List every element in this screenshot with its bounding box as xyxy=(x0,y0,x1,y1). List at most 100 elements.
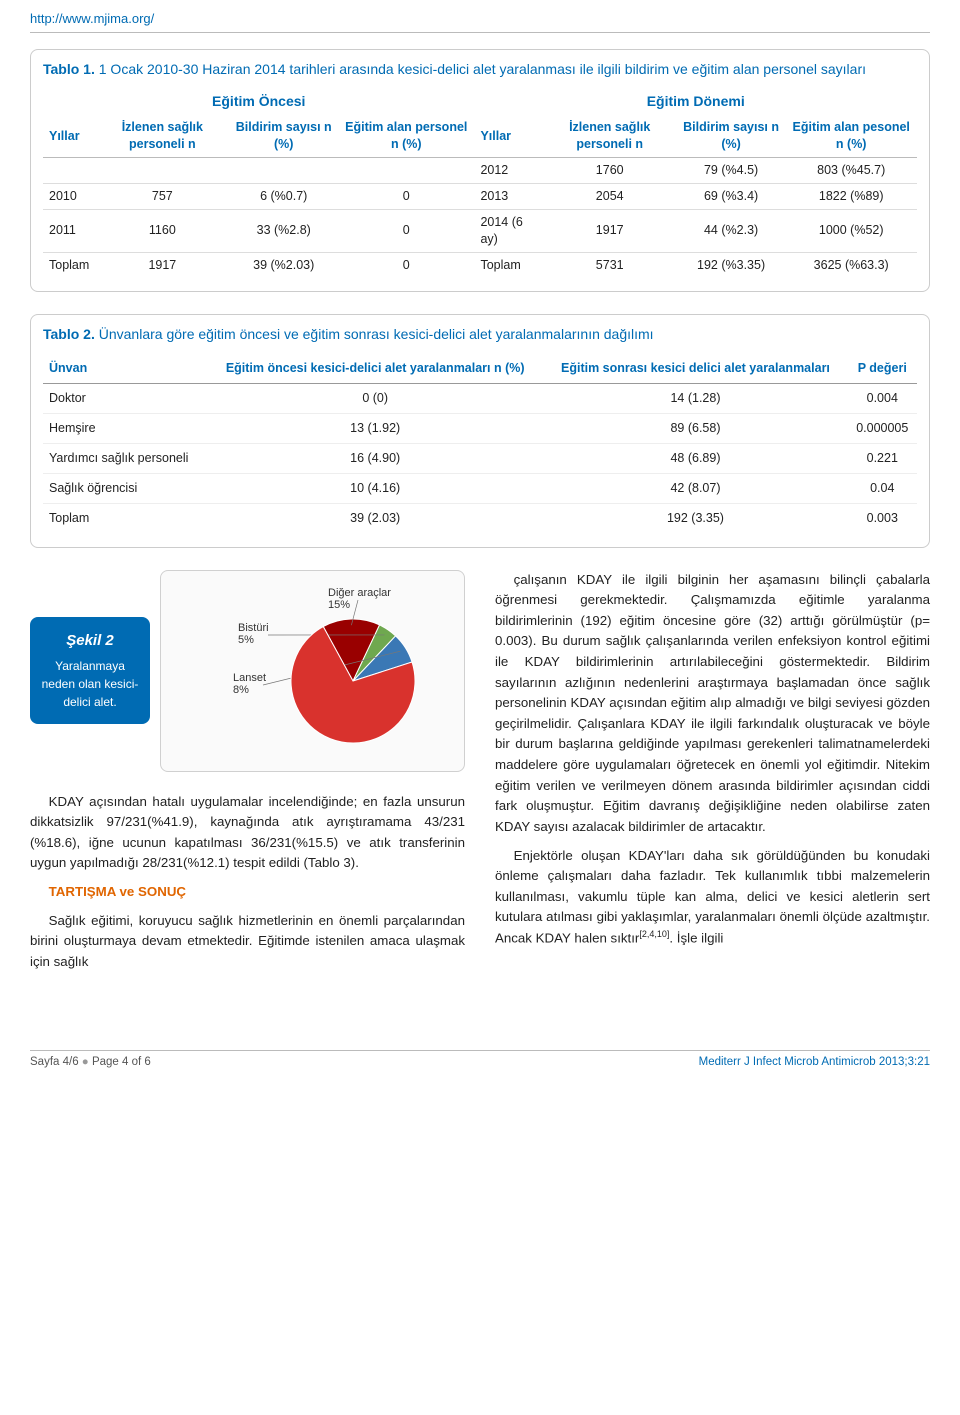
table-cell: 14 (1.28) xyxy=(543,384,847,414)
footer: Sayfa 4/6 ● Page 4 of 6 Mediterr J Infec… xyxy=(30,1050,930,1071)
table-cell: 69 (%3.4) xyxy=(677,183,786,209)
table2-caption: Ünvanlara göre eğitim öncesi ve eğitim s… xyxy=(99,326,654,342)
figure2-title: Şekil 2 xyxy=(40,631,140,651)
table-cell: Toplam xyxy=(474,252,542,277)
table-cell: 1760 xyxy=(543,158,677,184)
table-cell: Doktor xyxy=(43,384,207,414)
table-cell: 1822 (%89) xyxy=(785,183,917,209)
table-cell: Toplam xyxy=(43,503,207,532)
table1: Eğitim Öncesi Eğitim Dönemi Yıllar İzlen… xyxy=(43,88,917,277)
left-column: Şekil 2 Yaralanmaya neden olan kesici-de… xyxy=(30,570,465,981)
right-column: çalışanın KDAY ile ilgili bilginin her a… xyxy=(495,570,930,981)
body-columns: Şekil 2 Yaralanmaya neden olan kesici-de… xyxy=(30,570,930,981)
table-row: 2012176079 (%4.5)803 (%45.7) xyxy=(43,158,917,184)
table-cell: 2054 xyxy=(543,183,677,209)
table-cell: 16 (4.90) xyxy=(207,443,543,473)
table-cell: 803 (%45.7) xyxy=(785,158,917,184)
table-cell: 0.000005 xyxy=(848,414,917,444)
table2-label: Tablo 2. xyxy=(43,326,95,342)
left-body-text: KDAY açısından hatalı uygulamalar incele… xyxy=(30,792,465,973)
table-cell: 1917 xyxy=(95,252,229,277)
right-p2-post: . İşle ilgili xyxy=(669,930,723,945)
table-cell: 3625 (%63.3) xyxy=(785,252,917,277)
page-url: http://www.mjima.org/ xyxy=(30,10,930,28)
table1-container: Tablo 1. 1 Ocak 2010-30 Haziran 2014 tar… xyxy=(30,49,930,293)
t1-lh3: Eğitim alan personel n (%) xyxy=(338,115,474,157)
footer-right: Mediterr J Infect Microb Antimicrob 2013… xyxy=(699,1055,930,1071)
pie-label: Diğer araçlar15% xyxy=(328,587,391,611)
t1-rh3: Eğitim alan pesonel n (%) xyxy=(785,115,917,157)
table1-caption: 1 Ocak 2010-30 Haziran 2014 tarihleri ar… xyxy=(99,61,866,77)
table-cell xyxy=(95,158,229,184)
table1-title: Tablo 1. 1 Ocak 2010-30 Haziran 2014 tar… xyxy=(43,60,917,79)
left-p2-wrap: TARTIŞMA ve SONUÇ xyxy=(30,882,465,903)
table-row: Yardımcı sağlık personeli16 (4.90)48 (6.… xyxy=(43,443,917,473)
t1-lh1: İzlenen sağlık personeli n xyxy=(95,115,229,157)
table-row: Sağlık öğrencisi10 (4.16)42 (8.07)0.04 xyxy=(43,473,917,503)
t2-h0: Ünvan xyxy=(43,354,207,383)
table-cell: 0 (0) xyxy=(207,384,543,414)
table-cell xyxy=(338,158,474,184)
right-p2: Enjektörle oluşan KDAY'ları daha sık gör… xyxy=(495,846,930,949)
t2-h3: P değeri xyxy=(848,354,917,383)
t2-h2: Eğitim sonrası kesici delici alet yarala… xyxy=(543,354,847,383)
t1-lh0: Yıllar xyxy=(43,115,95,157)
table-cell: 192 (3.35) xyxy=(543,503,847,532)
table-cell: Yardımcı sağlık personeli xyxy=(43,443,207,473)
table-cell: Toplam xyxy=(43,252,95,277)
table-cell: 42 (8.07) xyxy=(543,473,847,503)
table-cell: 5731 xyxy=(543,252,677,277)
table-cell: 33 (%2.8) xyxy=(229,209,338,252)
bullet-icon: ● xyxy=(82,1056,92,1068)
figure2-chart: Diğer araçlar15% Bistüri5% Lanset8% xyxy=(160,570,465,772)
table-cell: 2010 xyxy=(43,183,95,209)
table-cell: 6 (%0.7) xyxy=(229,183,338,209)
t1-rh2: Bildirim sayısı n (%) xyxy=(677,115,786,157)
table-cell: 0.003 xyxy=(848,503,917,532)
footer-left: Sayfa 4/6 ● Page 4 of 6 xyxy=(30,1055,151,1071)
table-cell: 1000 (%52) xyxy=(785,209,917,252)
table-cell: Hemşire xyxy=(43,414,207,444)
table-cell: 757 xyxy=(95,183,229,209)
pie-chart-svg: Diğer araçlar15% Bistüri5% Lanset8% xyxy=(178,576,448,766)
table1-label: Tablo 1. xyxy=(43,61,95,77)
table-row: 2011116033 (%2.8)02014 (6 ay)191744 (%2.… xyxy=(43,209,917,252)
footer-left-en: Page 4 of 6 xyxy=(92,1056,151,1068)
table-cell: 192 (%3.35) xyxy=(677,252,786,277)
right-p1: çalışanın KDAY ile ilgili bilginin her a… xyxy=(495,570,930,838)
table-row: Doktor0 (0)14 (1.28)0.004 xyxy=(43,384,917,414)
table-cell: 0.221 xyxy=(848,443,917,473)
figure2-row: Şekil 2 Yaralanmaya neden olan kesici-de… xyxy=(30,570,465,772)
left-p1: KDAY açısından hatalı uygulamalar incele… xyxy=(30,792,465,874)
t1-lh2: Bildirim sayısı n (%) xyxy=(229,115,338,157)
table2-title: Tablo 2. Ünvanlara göre eğitim öncesi ve… xyxy=(43,325,917,344)
t1-rh1: İzlenen sağlık personeli n xyxy=(543,115,677,157)
table-cell: 1160 xyxy=(95,209,229,252)
table1-group-right: Eğitim Dönemi xyxy=(474,88,917,115)
table-cell: Sağlık öğrencisi xyxy=(43,473,207,503)
table-cell: 1917 xyxy=(543,209,677,252)
table-row: Toplam39 (2.03)192 (3.35)0.003 xyxy=(43,503,917,532)
table-row: Hemşire13 (1.92)89 (6.58)0.000005 xyxy=(43,414,917,444)
table2: Ünvan Eğitim öncesi kesici-delici alet y… xyxy=(43,354,917,532)
table-cell: 44 (%2.3) xyxy=(677,209,786,252)
table-cell: 2011 xyxy=(43,209,95,252)
left-p2: Sağlık eğitimi, koruyucu sağlık hizmetle… xyxy=(30,911,465,973)
pie-label: Bistüri5% xyxy=(238,622,269,646)
table-cell: 39 (%2.03) xyxy=(229,252,338,277)
table-cell: 10 (4.16) xyxy=(207,473,543,503)
table-cell: 13 (1.92) xyxy=(207,414,543,444)
top-divider xyxy=(30,32,930,33)
table-cell: 0 xyxy=(338,209,474,252)
table-cell xyxy=(229,158,338,184)
table-cell: 48 (6.89) xyxy=(543,443,847,473)
table-cell: 89 (6.58) xyxy=(543,414,847,444)
table-row: Toplam191739 (%2.03)0Toplam5731192 (%3.3… xyxy=(43,252,917,277)
section-head: TARTIŞMA ve SONUÇ xyxy=(49,884,186,899)
t2-h1: Eğitim öncesi kesici-delici alet yaralan… xyxy=(207,354,543,383)
pie-label: Lanset8% xyxy=(233,672,266,696)
table-cell: 0 xyxy=(338,183,474,209)
table-cell: 0.04 xyxy=(848,473,917,503)
table-cell: 79 (%4.5) xyxy=(677,158,786,184)
right-p2-cite: [2,4,10] xyxy=(639,929,669,939)
